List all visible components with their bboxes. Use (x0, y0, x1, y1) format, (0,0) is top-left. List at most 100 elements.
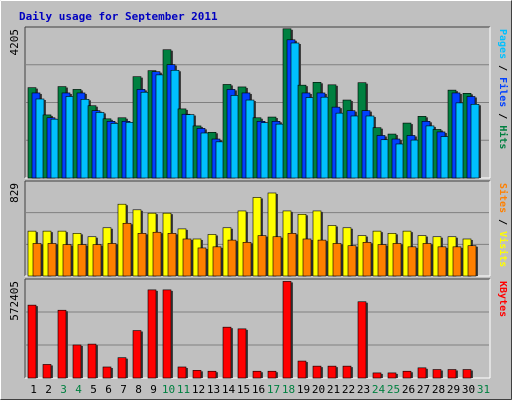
x-tick-label: 25 (387, 383, 400, 396)
bar-kbytes-day-22 (342, 365, 352, 379)
chart-panels: 4205 Pages / Files / Hits 829 Sites / Visit… (8, 26, 509, 379)
x-tick-label: 19 (297, 383, 310, 396)
bar-sites-day-11 (182, 238, 192, 277)
right-series-label-part: Files (497, 77, 509, 107)
bar-sites-day-17 (272, 236, 282, 277)
chart-panel-2: 829 Sites / Visits (8, 180, 509, 277)
x-tick-label: 1 (30, 383, 37, 396)
bar-kbytes-day-1 (27, 304, 37, 379)
bar-kbytes-day-26 (402, 370, 412, 379)
right-series-label-part: / (497, 107, 508, 125)
bar-kbytes-day-27 (417, 367, 427, 379)
y-max-label: 572405 (8, 281, 21, 321)
bar-sites-day-4 (77, 244, 87, 277)
x-tick-label: 16 (252, 383, 265, 396)
bar-sites-day-9 (152, 231, 162, 277)
right-series-label: Pages / Files / Hits (497, 29, 509, 149)
x-tick-label: 27 (417, 383, 430, 396)
bar-sites-day-12 (197, 247, 207, 277)
bar-kbytes-day-17 (267, 370, 277, 379)
bar-kbytes-day-23 (357, 301, 367, 379)
bar-sites-day-18 (287, 233, 297, 277)
bar-sites-day-28 (437, 246, 447, 277)
x-tick-label: 5 (90, 383, 97, 396)
bar-kbytes-day-12 (192, 370, 202, 379)
right-series-label-part: Visits (497, 231, 509, 267)
x-axis-day-labels: 1 2 3 4 5 6 7 8 9 10 11 12 13 14 15 16 17 18 19 20 21 22 23 24 2… (30, 383, 490, 396)
bar-kbytes-day-5 (87, 343, 97, 379)
bar-pages-day-30 (470, 103, 480, 179)
bar-sites-day-25 (392, 243, 402, 277)
panel-plot-area (25, 279, 490, 378)
bar-kbytes-day-19 (297, 360, 307, 379)
x-tick-label: 17 (267, 383, 280, 396)
bar-sites-day-19 (302, 238, 312, 277)
right-series-label-part: / (497, 213, 508, 231)
bar-sites-day-8 (137, 233, 147, 277)
x-tick-label: 12 (192, 383, 205, 396)
x-tick-label: 6 (105, 383, 112, 396)
right-series-label-part: KBytes (497, 281, 508, 317)
bar-kbytes-day-16 (252, 370, 262, 379)
right-series-label: KBytes (497, 281, 508, 317)
bar-sites-day-16 (257, 235, 267, 277)
bar-sites-day-10 (167, 233, 177, 277)
x-tick-label: 29 (447, 383, 460, 396)
bar-sites-day-3 (62, 244, 72, 277)
x-tick-label: 4 (75, 383, 82, 396)
right-series-label-part: Sites (497, 183, 509, 213)
bar-sites-day-23 (362, 242, 372, 277)
x-tick-label: 13 (207, 383, 220, 396)
bar-kbytes-day-18 (282, 281, 292, 379)
x-tick-label: 8 (135, 383, 142, 396)
right-series-label-part: Pages (497, 29, 508, 59)
bar-sites-day-24 (377, 244, 387, 277)
bar-sites-day-6 (107, 243, 117, 277)
bar-sites-day-13 (212, 246, 222, 277)
bar-kbytes-day-29 (447, 369, 457, 379)
x-tick-label: 31 (477, 383, 490, 396)
chart-panel-3: 572405 KBytes (8, 278, 508, 379)
x-tick-label: 2 (45, 383, 52, 396)
right-series-label: Sites / Visits (497, 183, 509, 267)
bar-kbytes-day-21 (327, 365, 337, 379)
bar-sites-day-1 (32, 243, 42, 277)
y-max-label: 829 (8, 183, 21, 203)
bar-sites-day-15 (242, 242, 252, 277)
x-tick-label: 30 (462, 383, 475, 396)
bar-kbytes-day-13 (207, 370, 217, 379)
bar-sites-day-7 (122, 222, 132, 277)
bar-kbytes-day-3 (57, 309, 67, 379)
bar-kbytes-day-7 (117, 357, 127, 379)
bar-kbytes-day-8 (132, 330, 142, 379)
x-tick-label: 21 (327, 383, 340, 396)
bar-sites-day-2 (47, 243, 57, 277)
x-tick-label: 26 (402, 383, 415, 396)
bar-kbytes-day-4 (72, 344, 82, 379)
bar-sites-day-5 (92, 244, 102, 277)
bar-kbytes-day-9 (147, 289, 157, 379)
x-tick-label: 14 (222, 383, 236, 396)
x-tick-label: 11 (177, 383, 190, 396)
bar-sites-day-27 (422, 243, 432, 277)
x-tick-label: 24 (372, 383, 386, 396)
bar-sites-day-22 (347, 245, 357, 277)
bar-sites-day-14 (227, 239, 237, 277)
bar-kbytes-day-14 (222, 326, 232, 379)
bar-kbytes-day-6 (102, 366, 112, 379)
bar-kbytes-day-2 (42, 364, 52, 379)
right-series-label-part: Hits (497, 125, 509, 149)
x-tick-label: 28 (432, 383, 445, 396)
right-series-label-part: / (497, 59, 508, 77)
bar-sites-day-30 (467, 245, 477, 277)
x-tick-label: 18 (282, 383, 295, 396)
bar-kbytes-day-28 (432, 369, 442, 379)
bar-kbytes-day-10 (162, 289, 172, 379)
bar-kbytes-day-15 (237, 328, 247, 379)
bar-sites-day-26 (407, 246, 417, 277)
x-tick-label: 3 (60, 383, 67, 396)
chart-title: Daily usage for September 2011 (19, 10, 218, 23)
x-tick-label: 9 (150, 383, 157, 396)
